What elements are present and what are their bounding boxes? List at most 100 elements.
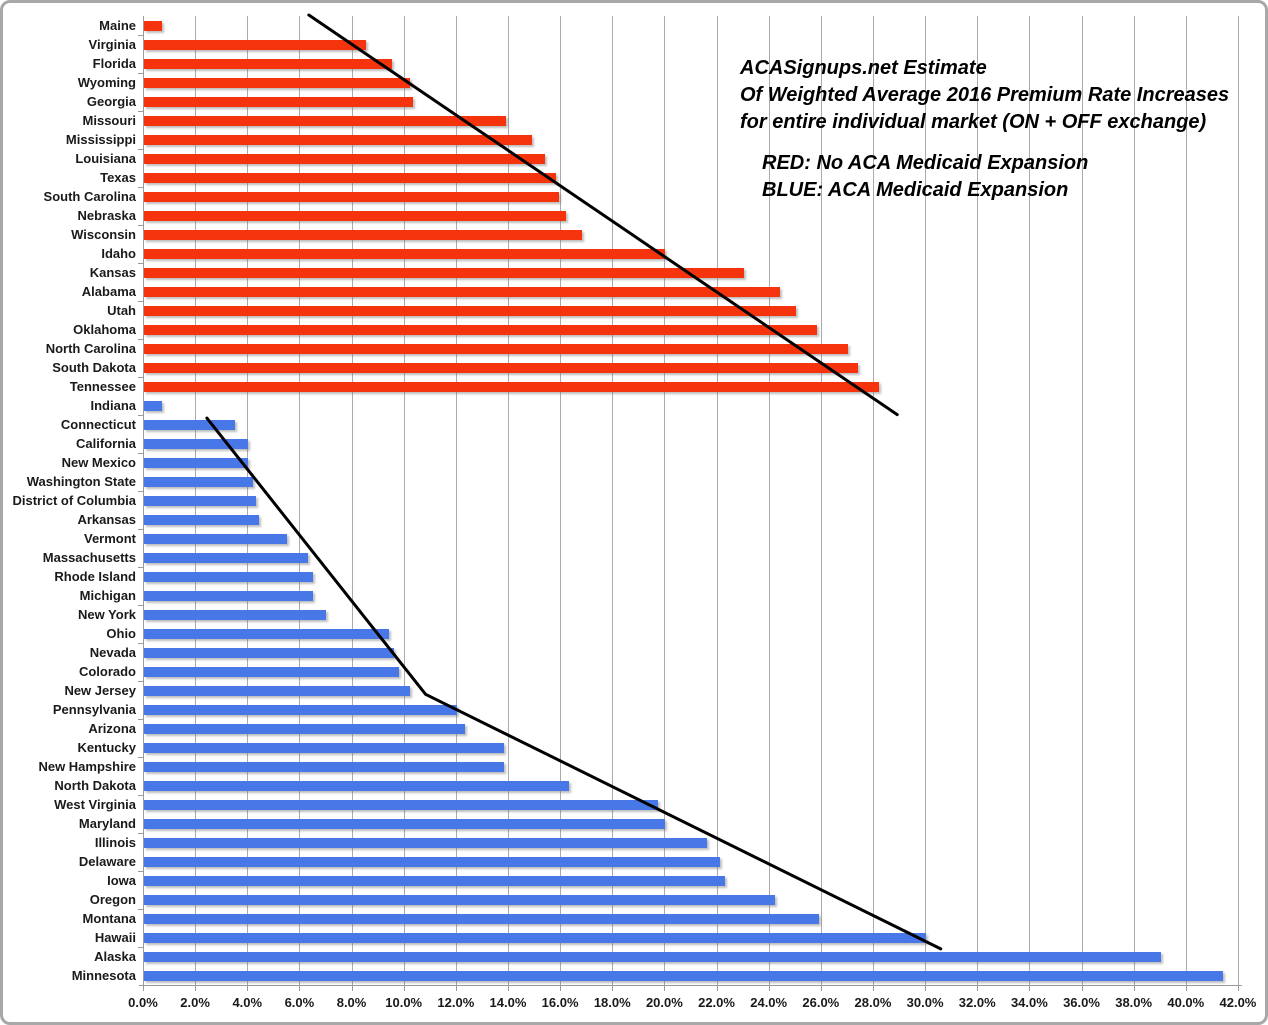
category-label-ohio: Ohio [106,625,136,641]
y-axis-tick [138,795,143,796]
bar-new-mexico [144,457,249,468]
category-label-tennessee: Tennessee [69,378,136,394]
category-label-indiana: Indiana [90,397,136,413]
x-axis-tick-label: 10.0% [385,995,423,1010]
category-label-utah: Utah [107,302,136,318]
x-axis-tick-label: 30.0% [906,995,944,1010]
x-axis-tick-label: 40.0% [1167,995,1205,1010]
category-label-north-carolina: North Carolina [45,340,136,356]
x-axis-tick [195,985,197,991]
y-axis-tick [138,377,143,378]
bar-indiana [144,400,163,411]
category-label-wisconsin: Wisconsin [71,226,136,242]
category-label-iowa: Iowa [107,872,136,888]
gridline-40pct [1185,16,1187,985]
bar-west-virginia [144,799,658,810]
category-label-mississippi: Mississippi [65,131,136,147]
y-axis-tick [138,833,143,834]
y-axis-tick [138,909,143,910]
category-label-vermont: Vermont [83,530,136,546]
category-label-rhode-island: Rhode Island [54,568,136,584]
bar-utah [144,305,796,316]
bar-connecticut [144,419,236,430]
x-axis-tick-label: 4.0% [232,995,263,1010]
bar-nebraska [144,210,567,221]
y-axis-tick [138,719,143,720]
bar-arkansas [144,514,259,525]
category-label-new-jersey: New Jersey [64,682,136,698]
y-axis-tick [138,111,143,112]
bar-colorado [144,666,400,677]
category-label-oklahoma: Oklahoma [73,321,136,337]
x-axis-tick [560,985,562,991]
category-label-hawaii: Hawaii [94,929,136,945]
category-label-kentucky: Kentucky [77,739,136,755]
y-axis-tick [138,605,143,606]
category-label-virginia: Virginia [88,36,136,52]
x-axis-tick [768,985,770,991]
category-label-south-dakota: South Dakota [52,359,136,375]
gridline-36pct [1081,16,1083,985]
category-label-new-york: New York [77,606,136,622]
bar-california [144,438,249,449]
category-label-arizona: Arizona [88,720,136,736]
category-label-pennsylvania: Pennsylvania [52,701,136,717]
bar-south-carolina [144,191,559,202]
bar-rhode-island [144,571,314,582]
x-axis-tick-label: 36.0% [1063,995,1100,1010]
x-axis-tick-label: 2.0% [180,995,210,1010]
bar-district-of-columbia [144,495,257,506]
bar-maryland [144,818,666,829]
chart-title-line-1: ACASignups.net Estimate [740,57,987,79]
chart-title-line-2: Of Weighted Average 2016 Premium Rate In… [740,84,1230,106]
y-axis-tick [138,567,143,568]
y-axis-tick [138,947,143,948]
bar-washington-state [144,476,254,487]
category-label-texas: Texas [100,169,136,185]
gridline-22pct [716,16,718,985]
chart-title: ACASignups.net Estimate Of Weighted Aver… [740,55,1229,204]
category-label-delaware: Delaware [78,853,136,869]
bar-virginia [144,39,366,50]
category-label-idaho: Idaho [101,245,136,261]
category-label-florida: Florida [92,55,136,71]
bar-mississippi [144,134,533,145]
y-axis-tick [138,35,143,36]
x-axis-tick-label: 22.0% [698,995,735,1010]
gridline-34pct [1029,16,1031,985]
category-label-nevada: Nevada [89,644,136,660]
category-label-alaska: Alaska [94,948,136,964]
y-axis-tick [138,225,143,226]
x-axis-tick-label: 34.0% [1010,995,1048,1010]
category-label-west-virginia: West Virginia [54,796,136,812]
category-label-oregon: Oregon [89,891,136,907]
y-axis-tick [138,263,143,264]
x-axis-tick [247,985,249,991]
bar-tennessee [144,381,880,392]
category-label-south-carolina: South Carolina [43,188,136,204]
category-label-maryland: Maryland [78,815,136,831]
bar-idaho [144,248,666,259]
x-axis-tick-label: 16.0% [541,995,579,1010]
bar-nevada [144,647,395,658]
category-label-illinois: Illinois [94,834,136,850]
gridline-32pct [977,16,979,985]
category-label-new-hampshire: New Hampshire [38,758,136,774]
category-label-california: California [76,435,136,451]
x-axis-tick [1185,985,1187,991]
category-label-nebraska: Nebraska [77,207,136,223]
category-label-maine: Maine [99,17,136,33]
x-axis-tick [1237,985,1239,991]
x-axis-tick-label: 26.0% [802,995,840,1010]
bar-wyoming [144,77,410,88]
legend-red-label: RED: No ACA Medicaid Expansion [762,152,1089,174]
bar-arizona [144,723,465,734]
gridline-38pct [1133,16,1135,985]
y-axis-tick [138,643,143,644]
y-axis-tick [138,757,143,758]
blue-series-trend [205,416,943,951]
bar-alabama [144,286,781,297]
bar-missouri [144,115,507,126]
x-axis-tick-label: 0.0% [128,995,158,1010]
bar-montana [144,913,820,924]
